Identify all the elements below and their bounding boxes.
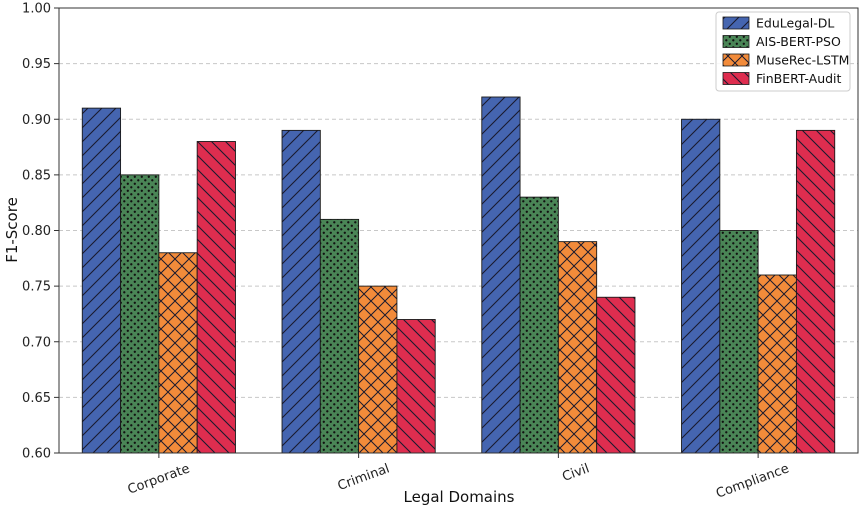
legend-box <box>715 11 851 92</box>
x-axis-title: Legal Domains <box>404 488 515 506</box>
y-tick-label: 0.70 <box>22 335 51 350</box>
legend-entry: AIS-BERT-PSO <box>722 34 841 49</box>
bar-ais-bert-pso-compliance <box>719 230 759 454</box>
bar-finbert-audit-criminal <box>396 319 436 454</box>
y-axis-title: F1-Score <box>3 197 21 263</box>
bar-muserec-lstm-corporate <box>158 252 198 454</box>
y-tick-label: 0.85 <box>22 168 51 183</box>
bar-finbert-audit-corporate <box>196 141 236 454</box>
y-tick-label: 1.00 <box>22 2 51 17</box>
x-tick-label: Corporate <box>126 461 192 497</box>
legend-entry: EduLegal-DL <box>722 16 834 31</box>
legend-label: MuseRec-LSTM <box>756 53 849 68</box>
bar-ais-bert-pso-civil <box>519 196 559 454</box>
y-axis-ticks: 0.60 0.65 0.70 0.75 0.80 0.85 0.90 0.95 1.00 <box>22 2 59 462</box>
bar-edulegal-dl-corporate <box>81 107 122 454</box>
legend-label: EduLegal-DL <box>756 16 834 31</box>
bar-edulegal-dl-compliance <box>681 118 721 454</box>
legend: EduLegal-DL AIS-BERT-PSO MuseRec-LSTM FinBE… <box>715 11 851 92</box>
legend-entry: MuseRec-LSTM <box>722 53 849 68</box>
bar-edulegal-dl-civil <box>481 96 521 454</box>
x-tick-label: Compliance <box>714 461 791 501</box>
bar-muserec-lstm-compliance <box>757 274 797 454</box>
bar-finbert-audit-compliance <box>795 129 836 454</box>
legend-entry: FinBERT-Audit <box>722 71 842 86</box>
y-tick-label: 0.90 <box>22 113 51 128</box>
bar-ais-bert-pso-criminal <box>319 218 360 454</box>
bar-ais-bert-pso-corporate <box>120 174 160 454</box>
x-tick-label: Civil <box>560 461 591 485</box>
bar-muserec-lstm-civil <box>557 241 598 454</box>
y-tick-label: 0.80 <box>22 224 51 239</box>
y-tick-label: 0.60 <box>22 447 51 462</box>
bar-muserec-lstm-criminal <box>358 285 398 454</box>
legend-label: AIS-BERT-PSO <box>756 34 841 49</box>
y-tick-label: 0.95 <box>22 57 51 72</box>
x-tick-label: Criminal <box>336 461 392 494</box>
legend-label: FinBERT-Audit <box>756 71 842 86</box>
bar-finbert-audit-civil <box>596 296 636 454</box>
y-tick-label: 0.75 <box>22 280 51 295</box>
bar-edulegal-dl-criminal <box>281 129 321 454</box>
bars <box>81 96 836 454</box>
y-tick-label: 0.65 <box>22 391 51 406</box>
